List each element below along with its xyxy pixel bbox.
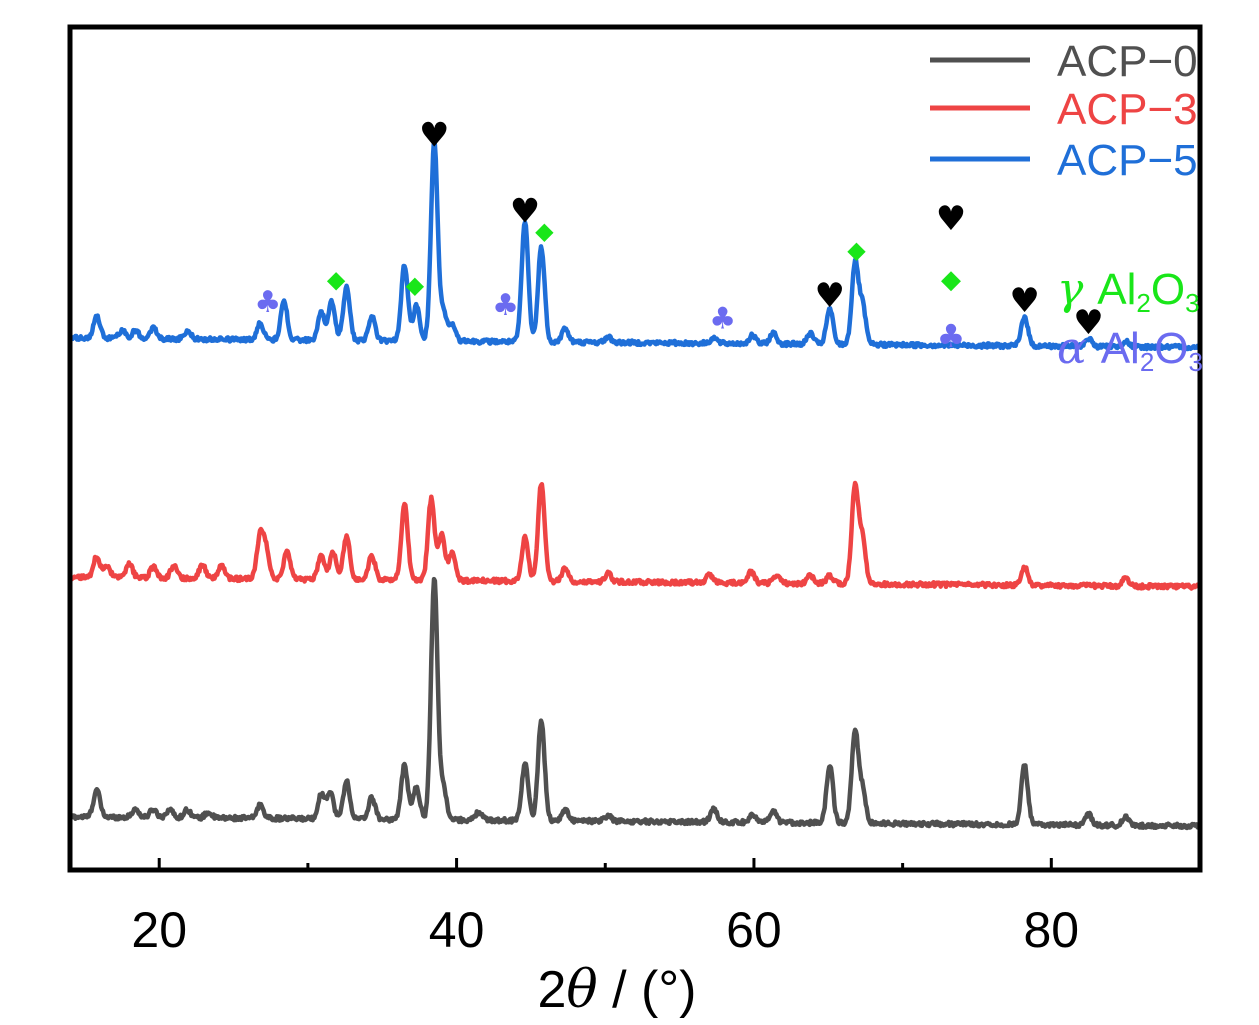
al-heart-marker: ♥	[1009, 281, 1039, 321]
gamma-al2o3-diamond-marker: ◆	[406, 271, 425, 299]
heart-icon: ♥	[936, 199, 966, 239]
plot-frame	[67, 24, 1203, 873]
series-layer	[67, 138, 1202, 831]
al-heart-marker: ♥	[510, 191, 540, 231]
diamond-icon: ◆	[941, 265, 961, 295]
gamma-al2o3-diamond-marker: ◆	[847, 236, 866, 264]
club-icon: ♣	[937, 317, 966, 355]
al-heart-marker: ♥	[815, 276, 845, 316]
theta-symbol: θ	[566, 960, 597, 1020]
legend-label: α Al2O3	[1057, 323, 1203, 377]
phase-marker-layer: ♥♥♥ ♥♥◆ ◆◆◆♣ ♣ ♣	[254, 115, 1103, 343]
gamma-al2o3-diamond-marker: ◆	[535, 217, 554, 245]
x-tick-label: 80	[1024, 902, 1080, 958]
alpha-al2o3-club-marker: ♣	[709, 302, 736, 337]
gamma-al2o3-diamond-marker: ◆	[327, 266, 346, 294]
legend-item: ◆ γ Al2O3	[941, 264, 1200, 318]
x-tick-label: 40	[429, 902, 485, 958]
legend-item: ACP−3	[930, 85, 1198, 134]
al-heart-marker: ♥	[1073, 303, 1103, 343]
x-tick-label: 60	[726, 902, 782, 958]
legend-item: ♣ α Al2O3	[937, 317, 1203, 377]
legend-item: ACP−0	[930, 37, 1198, 86]
legend-label: ACP−5	[1057, 136, 1198, 185]
legend-item: ACP−5	[930, 136, 1198, 185]
legend-item: ♥	[936, 199, 966, 239]
legend-label: γ Al2O3	[1057, 264, 1200, 318]
x-axis-title: 2θ / (°)	[537, 960, 696, 1020]
alpha-al2o3-club-marker: ♣	[254, 285, 281, 320]
al-heart-marker: ♥	[419, 115, 449, 155]
legend-label: ACP−0	[1057, 37, 1198, 86]
series-line-acp-5	[67, 138, 1202, 352]
series-line-acp-0	[67, 576, 1202, 831]
alpha-al2o3-club-marker: ♣	[492, 288, 519, 323]
x-axis-ticks: 20 40 60 80	[131, 858, 1202, 958]
legend-label: ACP−3	[1057, 85, 1198, 134]
series-line-acp-3	[68, 480, 1201, 591]
x-tick-label: 20	[131, 902, 187, 958]
